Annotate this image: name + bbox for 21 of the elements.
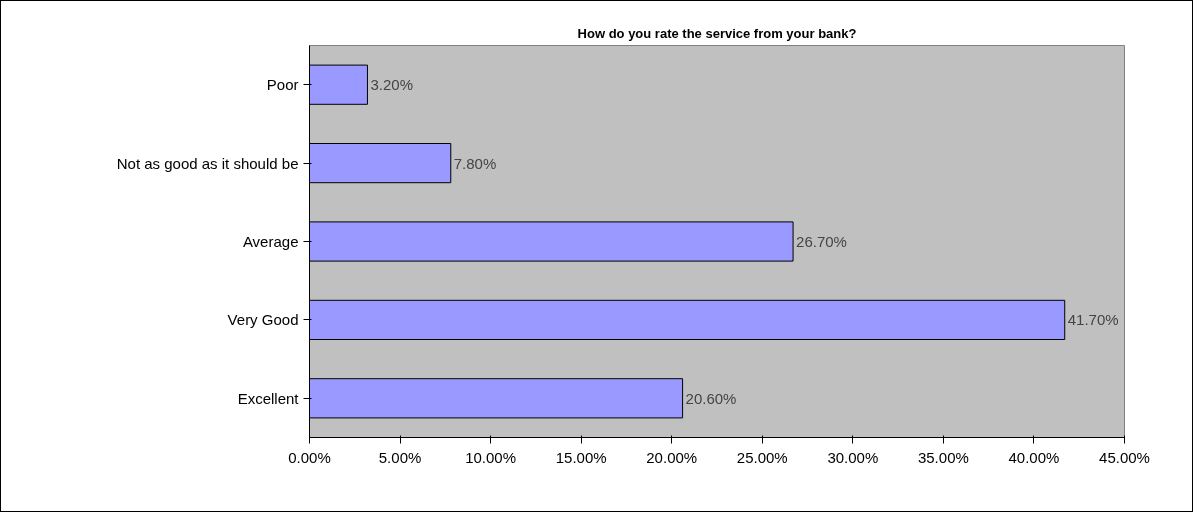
data-label: 20.60% <box>685 389 737 407</box>
x-tick-label: 30.00% <box>827 448 879 466</box>
x-tick-label: 15.00% <box>555 448 607 466</box>
y-tick-label: Average <box>242 233 299 250</box>
data-label: 3.20% <box>370 76 413 94</box>
x-tick-label: 45.00% <box>1099 448 1150 466</box>
y-tick-label: Poor <box>266 76 299 94</box>
x-tick-label: 0.00% <box>288 448 331 466</box>
x-tick-label: 25.00% <box>736 448 788 466</box>
x-tick-label: 5.00% <box>378 448 422 466</box>
x-tick-label: 10.00% <box>465 448 517 466</box>
x-tick-label: 20.00% <box>646 448 698 466</box>
y-tick-label: Not as good as it should be <box>116 154 299 172</box>
x-tick-label: 40.00% <box>1008 448 1060 466</box>
y-tick-label: Excellent <box>237 389 300 407</box>
chart-title: How do you rate the service from your bank? <box>577 25 857 41</box>
y-tick-label: Very Good <box>227 311 299 329</box>
data-label: 26.70% <box>796 233 847 250</box>
data-label: 7.80% <box>453 154 497 172</box>
data-label: 41.70% <box>1067 311 1119 329</box>
x-tick-label: 35.00% <box>917 448 969 466</box>
